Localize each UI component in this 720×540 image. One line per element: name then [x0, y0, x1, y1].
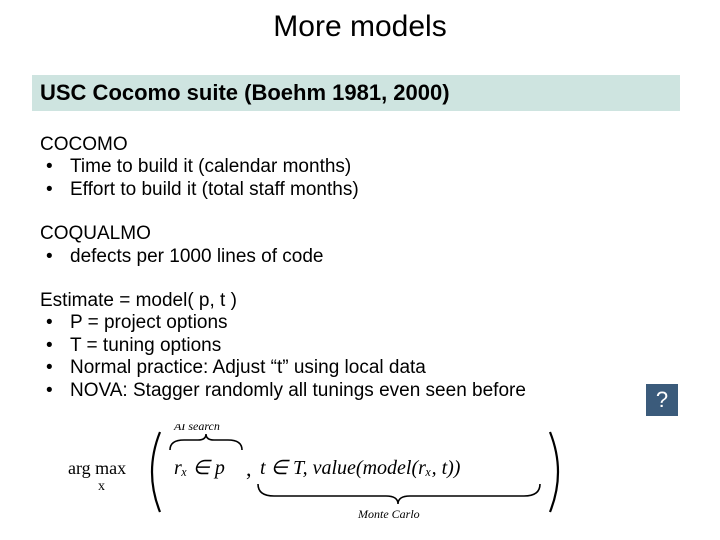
- section-heading: COCOMO: [40, 134, 640, 156]
- bullet-text: Effort to build it (total staff months): [70, 179, 359, 201]
- formula-t-in-T: t ∈ T, value(model(rₓ, t)): [260, 457, 461, 479]
- bullet-icon: •: [46, 335, 50, 357]
- formula-argmax-sub: x: [98, 479, 105, 494]
- question-mark-badge: ?: [646, 384, 678, 416]
- list-item: • defects per 1000 lines of code: [40, 246, 640, 268]
- overbrace-icon: [170, 434, 242, 450]
- slide: More models USC Cocomo suite (Boehm 1981…: [0, 0, 720, 540]
- spacer: [40, 268, 640, 286]
- bullet-icon: •: [46, 380, 50, 402]
- paren-left-icon: [152, 432, 160, 512]
- bullet-icon: •: [46, 312, 50, 334]
- subtitle-bar: USC Cocomo suite (Boehm 1981, 2000): [32, 75, 680, 111]
- section-heading: Estimate = model( p, t ): [40, 290, 640, 312]
- question-mark-label: ?: [656, 387, 668, 413]
- formula-ai-search: AI search: [173, 424, 220, 433]
- bullet-text: defects per 1000 lines of code: [70, 246, 324, 268]
- bullet-icon: •: [46, 246, 50, 268]
- body-content: COCOMO • Time to build it (calendar mont…: [40, 130, 640, 402]
- bullet-text: Time to build it (calendar months): [70, 156, 351, 178]
- slide-title: More models: [0, 10, 720, 44]
- formula-svg: arg max x AI search rₓ ∈ p , t ∈ T, valu…: [68, 424, 608, 520]
- list-item: • NOVA: Stagger randomly all tunings eve…: [40, 380, 640, 402]
- subtitle-text: USC Cocomo suite (Boehm 1981, 2000): [40, 80, 450, 106]
- list-item: • T = tuning options: [40, 335, 640, 357]
- section-heading: COQUALMO: [40, 223, 640, 245]
- formula-monte-carlo: Monte Carlo: [357, 507, 420, 520]
- bullet-icon: •: [46, 179, 50, 201]
- spacer: [40, 201, 640, 219]
- bullet-text: P = project options: [70, 312, 228, 334]
- bullet-text: NOVA: Stagger randomly all tunings even …: [70, 380, 526, 402]
- underbrace-icon: [258, 484, 540, 504]
- list-item: • Effort to build it (total staff months…: [40, 179, 640, 201]
- formula-comma: ,: [246, 456, 252, 481]
- bullet-text: Normal practice: Adjust “t” using local …: [70, 357, 426, 379]
- bullet-text: T = tuning options: [70, 335, 221, 357]
- formula-rx-in-p: rₓ ∈ p: [174, 457, 225, 479]
- bullet-icon: •: [46, 156, 50, 178]
- list-item: • P = project options: [40, 312, 640, 334]
- list-item: • Time to build it (calendar months): [40, 156, 640, 178]
- paren-right-icon: [550, 432, 558, 512]
- bullet-icon: •: [46, 357, 50, 379]
- list-item: • Normal practice: Adjust “t” using loca…: [40, 357, 640, 379]
- formula-argmax: arg max: [68, 458, 126, 478]
